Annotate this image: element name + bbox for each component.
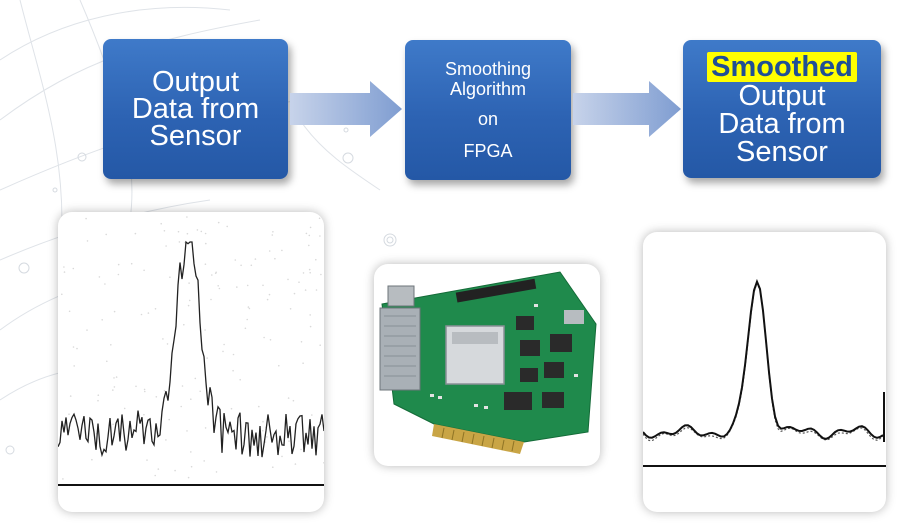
smoothed-signal-panel	[643, 232, 886, 512]
step2-line2: Algorithm	[449, 79, 527, 99]
step2-line4: FPGA	[463, 141, 513, 161]
smoothed-signal-plot	[643, 278, 886, 467]
flow-arrow-icon	[290, 81, 402, 137]
step-output-data-box: Output Data from Sensor	[103, 39, 288, 179]
smoothed-highlight: Smoothed	[707, 52, 857, 82]
step-smoothing-algorithm-box: Smoothing Algorithm on FPGA	[405, 40, 571, 180]
raw-signal-panel	[58, 212, 324, 512]
step1-line1: Output	[151, 65, 240, 98]
step1-line3: Sensor	[149, 119, 242, 152]
step1-line2: Data from	[131, 92, 260, 125]
noisy-signal-plot	[58, 216, 324, 486]
step2-line1: Smoothing	[444, 59, 532, 79]
step3-line2: Data from	[718, 108, 846, 140]
step3-line1: Output	[738, 80, 826, 112]
flow-arrow-icon	[573, 81, 681, 137]
step-smoothed-output-box: Smoothed Output Data from Sensor	[683, 40, 881, 178]
step2-line3: on	[477, 109, 499, 129]
fpga-board-panel	[374, 264, 600, 466]
fpga-board-photo	[379, 271, 597, 454]
step3-line3: Sensor	[736, 136, 828, 168]
